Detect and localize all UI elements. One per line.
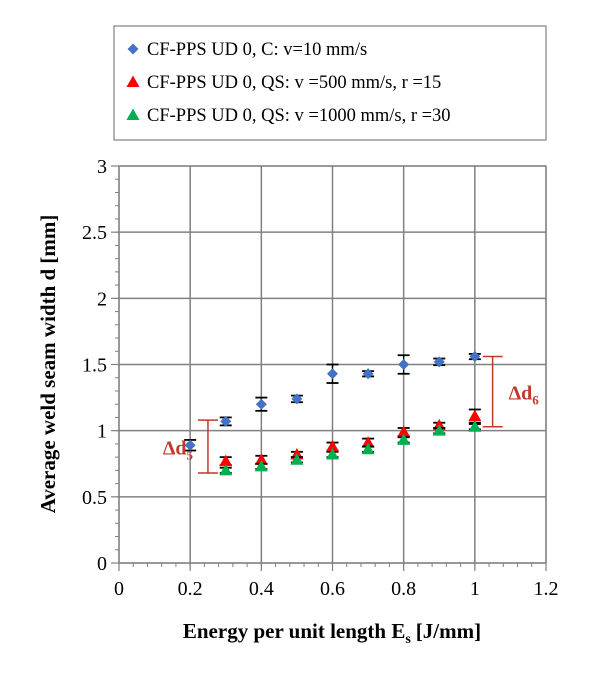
annotation-1: Δd5 xyxy=(163,419,218,474)
data-point xyxy=(254,459,268,472)
x-tick-label: 0.6 xyxy=(320,578,345,600)
data-point xyxy=(397,425,411,437)
data-point xyxy=(291,393,303,405)
data-point xyxy=(432,424,446,436)
y-tick-label: 0.5 xyxy=(82,487,107,509)
x-tick-label: 0.4 xyxy=(249,578,274,600)
data-point xyxy=(184,439,196,451)
series-2 xyxy=(219,408,482,467)
data-point xyxy=(290,453,304,465)
x-tick-label: 0.2 xyxy=(178,578,203,600)
x-axis-title-unit: [J/mm] xyxy=(416,619,481,643)
annotation-label-main: Δd xyxy=(163,438,187,460)
data-point xyxy=(326,440,339,452)
annotation-label: Δd6 xyxy=(509,383,540,408)
legend-marker-3 xyxy=(126,108,140,120)
data-point xyxy=(398,359,410,370)
data-point xyxy=(361,436,375,448)
y-tick-label: 2.5 xyxy=(82,222,107,244)
data-point xyxy=(361,442,375,455)
annotation-label-sub: 6 xyxy=(532,393,539,408)
legend-entry-2: CF-PPS UD 0, QS: v =500 mm/s, r =15 xyxy=(147,73,441,93)
y-axis-title: Average weld seam width d [mm] xyxy=(36,215,60,514)
data-point xyxy=(468,420,482,432)
x-tick-label: 1 xyxy=(470,578,480,600)
legend-entry-1: CF-PPS UD 0, C: v=10 mm/s xyxy=(147,40,367,60)
y-tick-label: 1.5 xyxy=(82,355,107,377)
x-tick-label: 0.8 xyxy=(391,578,416,600)
data-point xyxy=(468,409,482,422)
annotation-2: Δd6 xyxy=(482,355,540,428)
data-series xyxy=(184,351,482,476)
x-tick-label: 1.2 xyxy=(534,578,559,600)
data-point xyxy=(327,368,338,380)
data-point xyxy=(254,453,268,465)
data-point xyxy=(219,463,233,476)
legend-marker-2 xyxy=(126,75,140,87)
legend: CF-PPS UD 0, C: v=10 mm/s CF-PPS UD 0, QS… xyxy=(113,25,547,141)
legend-entry-3: CF-PPS UD 0, QS: v =1000 mm/s, r =30 xyxy=(147,106,451,126)
y-tick-label: 1 xyxy=(97,421,107,443)
series-1 xyxy=(184,351,481,452)
data-point xyxy=(397,433,411,445)
annotation-label: Δd5 xyxy=(163,438,194,463)
x-tick-label: 0 xyxy=(114,578,124,600)
y-tick-label: 0 xyxy=(97,553,107,575)
data-point xyxy=(220,415,232,427)
x-axis-title: Energy per unit length Es [J/mm] xyxy=(183,619,481,647)
legend-box xyxy=(113,25,547,141)
legend-marker-1 xyxy=(127,43,139,55)
data-point xyxy=(433,356,445,368)
annotation-label-sub: 5 xyxy=(187,448,194,463)
data-point xyxy=(255,398,267,410)
x-axis-title-sub: s xyxy=(405,632,411,647)
data-point xyxy=(469,351,481,363)
data-point xyxy=(326,447,339,460)
y-tick-label: 3 xyxy=(97,156,107,178)
data-point xyxy=(362,368,374,380)
axis-ticks: 0 0.5 1 1.5 2 2.5 3 0 0.2 0.4 0.6 0.8 1 1.2 xyxy=(82,156,559,600)
series-3 xyxy=(219,420,482,476)
x-axis-title-main: Energy per unit length E xyxy=(183,619,405,643)
data-point xyxy=(219,454,233,467)
y-tick-label: 2 xyxy=(97,288,107,310)
annotation-label-main: Δd xyxy=(509,383,533,405)
